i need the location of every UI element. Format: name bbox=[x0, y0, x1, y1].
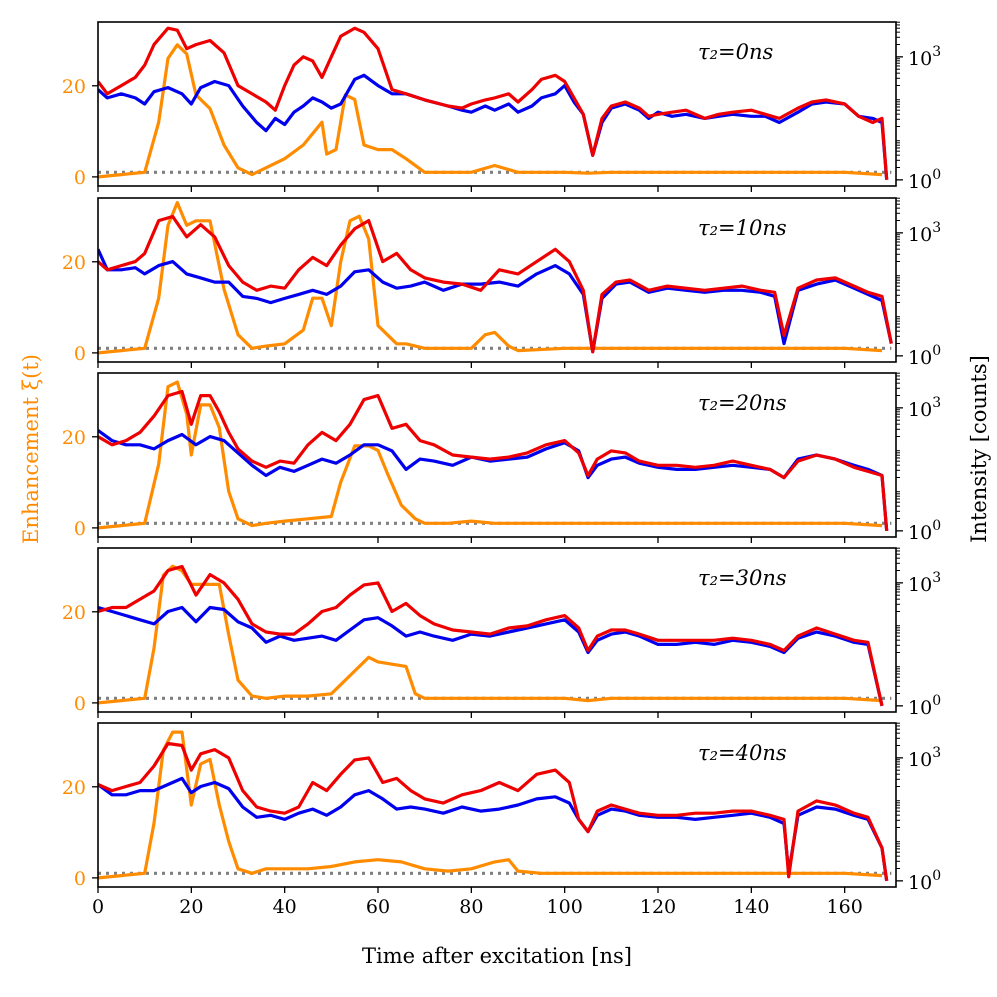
right-tick-base: 10 bbox=[908, 749, 932, 771]
panels-group: 020100103τ₂=0ns020100103τ₂=10ns020100103… bbox=[62, 21, 941, 894]
right-tick-exponent: 3 bbox=[932, 44, 941, 60]
left-tick-label: 0 bbox=[74, 343, 86, 365]
panel-label: τ₂=30ns bbox=[698, 566, 787, 590]
x-tick-label: 60 bbox=[366, 896, 390, 918]
red-intensity-series bbox=[98, 564, 884, 707]
panel-plot-area bbox=[98, 26, 892, 180]
right-tick-label: 100 bbox=[908, 693, 941, 719]
right-tick-exponent: 0 bbox=[932, 167, 941, 183]
right-tick-label: 103 bbox=[908, 745, 941, 771]
panel-plot-area bbox=[98, 564, 892, 707]
panel-label: τ₂=20ns bbox=[698, 391, 787, 415]
left-tick-label: 0 bbox=[74, 518, 86, 540]
right-tick-exponent: 3 bbox=[932, 570, 941, 586]
right-axis-title: Intensity [counts] bbox=[967, 355, 991, 543]
x-axis-title: Time after excitation [ns] bbox=[362, 944, 632, 968]
left-tick-label: 20 bbox=[62, 76, 86, 98]
right-tick-base: 10 bbox=[908, 48, 932, 70]
right-tick-base: 10 bbox=[908, 224, 932, 246]
right-tick-exponent: 0 bbox=[932, 693, 941, 709]
left-tick-label: 20 bbox=[62, 602, 86, 624]
enhancement-series bbox=[98, 201, 883, 355]
left-tick-label: 0 bbox=[74, 167, 86, 189]
right-tick-exponent: 3 bbox=[932, 220, 941, 236]
left-axis-title: Enhancement ξ(t) bbox=[19, 354, 43, 544]
right-tick-exponent: 0 bbox=[932, 343, 941, 359]
right-tick-exponent: 3 bbox=[932, 745, 941, 761]
right-tick-base: 10 bbox=[908, 697, 932, 719]
left-tick-label: 20 bbox=[62, 427, 86, 449]
x-tick-label: 40 bbox=[273, 896, 297, 918]
right-tick-label: 103 bbox=[908, 220, 941, 246]
left-tick-label: 0 bbox=[74, 868, 86, 890]
right-tick-exponent: 0 bbox=[932, 518, 941, 534]
x-tick-label: 0 bbox=[92, 896, 104, 918]
blue-intensity-series bbox=[98, 73, 889, 180]
blue-intensity-series bbox=[98, 248, 893, 354]
enhancement-series bbox=[98, 43, 883, 179]
x-tick-label: 80 bbox=[459, 896, 483, 918]
left-tick-label: 0 bbox=[74, 693, 86, 715]
right-tick-label: 100 bbox=[908, 343, 941, 369]
right-tick-base: 10 bbox=[908, 399, 932, 421]
x-axis: 0 20 40 60 80 100 120 140 160 bbox=[92, 896, 863, 918]
panel-label: τ₂=40ns bbox=[698, 741, 787, 765]
red-intensity-series bbox=[98, 214, 893, 354]
x-tick-label: 140 bbox=[733, 896, 769, 918]
red-intensity-series bbox=[98, 389, 889, 532]
right-tick-base: 10 bbox=[908, 872, 932, 894]
left-tick-label: 20 bbox=[62, 777, 86, 799]
panel-label: τ₂=0ns bbox=[698, 40, 774, 64]
right-tick-label: 100 bbox=[908, 868, 941, 894]
panel-label: τ₂=10ns bbox=[698, 216, 787, 240]
right-tick-label: 100 bbox=[908, 167, 941, 193]
right-tick-base: 10 bbox=[908, 347, 932, 369]
blue-intensity-series bbox=[98, 429, 889, 532]
right-tick-base: 10 bbox=[908, 574, 932, 596]
enhancement-series bbox=[98, 730, 883, 880]
x-tick-label: 100 bbox=[547, 896, 583, 918]
x-tick-label: 120 bbox=[640, 896, 676, 918]
right-tick-exponent: 3 bbox=[932, 395, 941, 411]
blue-intensity-series bbox=[98, 776, 889, 882]
right-tick-label: 103 bbox=[908, 570, 941, 596]
panel-plot-area bbox=[98, 380, 892, 532]
red-intensity-series bbox=[98, 26, 889, 180]
x-tick-label: 20 bbox=[179, 896, 203, 918]
right-tick-label: 103 bbox=[908, 44, 941, 70]
right-tick-label: 100 bbox=[908, 518, 941, 544]
left-tick-label: 20 bbox=[62, 252, 86, 274]
right-tick-label: 103 bbox=[908, 395, 941, 421]
right-tick-base: 10 bbox=[908, 522, 932, 544]
right-tick-base: 10 bbox=[908, 171, 932, 193]
blue-intensity-series bbox=[98, 605, 884, 707]
red-intensity-series bbox=[98, 741, 889, 882]
x-tick-label: 160 bbox=[827, 896, 863, 918]
panel-plot-area bbox=[98, 201, 893, 355]
panel-plot-area bbox=[98, 730, 892, 882]
right-tick-exponent: 0 bbox=[932, 868, 941, 884]
